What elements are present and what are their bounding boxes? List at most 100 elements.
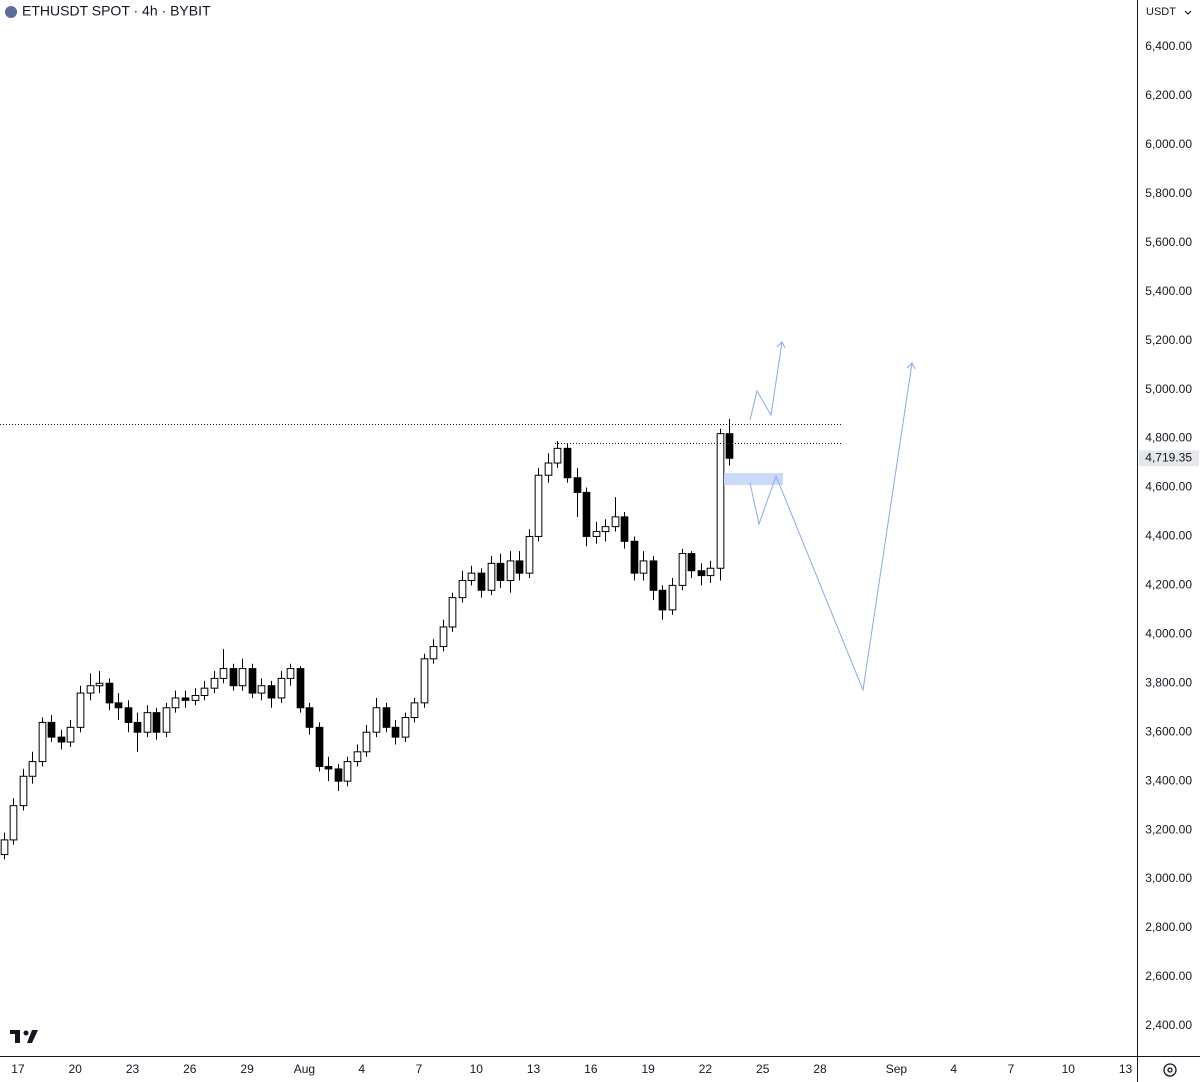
- candle-body: [277, 677, 286, 699]
- candle-body: [477, 572, 486, 591]
- x-tick-label: 17: [11, 1062, 25, 1076]
- candle-body: [611, 516, 620, 528]
- candle-body: [324, 765, 333, 770]
- settings-icon[interactable]: [1163, 1063, 1177, 1077]
- candle-body: [687, 553, 696, 572]
- currency-selector[interactable]: USDT: [1146, 6, 1192, 18]
- x-tick-label: 20: [69, 1062, 83, 1076]
- candle-body: [716, 433, 725, 569]
- y-tick-label: 3,800.00: [1145, 675, 1192, 689]
- y-tick-label: 5,200.00: [1145, 333, 1192, 347]
- candle-body: [114, 702, 123, 709]
- candle-body: [219, 668, 228, 679]
- y-tick-label: 6,000.00: [1145, 137, 1192, 151]
- x-tick-label: 29: [240, 1062, 254, 1076]
- candle-body: [191, 695, 200, 701]
- candle-body: [0, 839, 9, 856]
- candle-body: [630, 540, 639, 574]
- y-tick-label: 5,600.00: [1145, 235, 1192, 249]
- candle-body: [305, 707, 314, 728]
- y-tick-label: 2,800.00: [1145, 920, 1192, 934]
- y-tick-label: 3,600.00: [1145, 724, 1192, 738]
- correction-path: [749, 362, 913, 692]
- candle-body: [47, 721, 56, 738]
- settings-button[interactable]: [1163, 1063, 1177, 1077]
- candle-body: [506, 560, 515, 581]
- candle-body: [105, 682, 114, 704]
- x-tick-label: 13: [527, 1062, 541, 1076]
- candle-body: [353, 751, 362, 763]
- y-tick-label: 5,800.00: [1145, 186, 1192, 200]
- candle-body: [66, 726, 75, 743]
- candle-body: [162, 707, 171, 733]
- y-tick-label: 4,800.00: [1145, 431, 1192, 445]
- candle-body: [362, 731, 371, 753]
- x-tick-label: 26: [183, 1062, 197, 1076]
- x-tick-label: 10: [1062, 1062, 1076, 1076]
- candle-body: [181, 697, 190, 701]
- candle-body: [573, 477, 582, 493]
- arrow-head: [776, 341, 786, 349]
- x-tick-label: 16: [584, 1062, 598, 1076]
- demand-zone: [724, 473, 783, 485]
- candle-body: [133, 721, 142, 733]
- candle-body: [639, 560, 648, 574]
- candle-body: [544, 462, 553, 476]
- candle-body: [248, 668, 257, 694]
- candle-body: [210, 677, 219, 689]
- candle-body: [86, 685, 95, 694]
- y-tick-label: 5,400.00: [1145, 284, 1192, 298]
- candle-body: [515, 560, 524, 574]
- candle-body: [563, 447, 572, 479]
- candle-body: [57, 736, 66, 743]
- last-price-label: 4,719.35: [1145, 450, 1192, 464]
- candle-body: [267, 685, 276, 699]
- x-tick-label: 22: [699, 1062, 713, 1076]
- y-tick-label: 4,400.00: [1145, 529, 1192, 543]
- candle-body: [296, 668, 305, 709]
- candle-body: [343, 761, 352, 782]
- candle-body: [429, 646, 438, 660]
- currency-label[interactable]: USDT: [1146, 6, 1176, 18]
- candle-body: [525, 535, 534, 574]
- candle-body: [19, 775, 28, 807]
- candle-body: [28, 761, 37, 777]
- candle-body: [496, 562, 505, 581]
- y-tick-label: 3,400.00: [1145, 773, 1192, 787]
- candle-body: [238, 668, 247, 687]
- candle-body: [534, 474, 543, 537]
- candle-body: [658, 589, 667, 611]
- x-tick-label: 4: [358, 1062, 365, 1076]
- candle-body: [620, 516, 629, 542]
- candle-body: [553, 447, 562, 464]
- candle-body: [706, 567, 715, 577]
- candle-body: [286, 668, 295, 679]
- candle-body: [592, 531, 601, 537]
- candle-body: [439, 626, 448, 648]
- candle-body: [467, 572, 476, 581]
- settings-icon-core[interactable]: [1167, 1067, 1173, 1073]
- y-tick-label: 4,200.00: [1145, 578, 1192, 592]
- candle-body: [143, 712, 152, 733]
- y-tick-label: 6,400.00: [1145, 39, 1192, 53]
- candle-body: [334, 768, 343, 782]
- candle-body: [601, 526, 610, 533]
- x-tick-label: 19: [641, 1062, 655, 1076]
- candle-body: [9, 805, 18, 841]
- y-tick-label: 5,000.00: [1145, 382, 1192, 396]
- last-price-tag: [1139, 450, 1199, 467]
- candle-body: [315, 726, 324, 767]
- candle-body: [410, 702, 419, 719]
- chevron[interactable]: [1184, 10, 1192, 15]
- x-tick-label: Sep: [886, 1062, 908, 1076]
- candle-body: [200, 687, 209, 697]
- candle-body: [649, 560, 658, 591]
- y-tick-label: 4,600.00: [1145, 480, 1192, 494]
- candle-body: [697, 570, 706, 577]
- candle-body: [582, 491, 591, 537]
- candle-body: [76, 692, 85, 728]
- x-tick-label: 13: [1119, 1062, 1133, 1076]
